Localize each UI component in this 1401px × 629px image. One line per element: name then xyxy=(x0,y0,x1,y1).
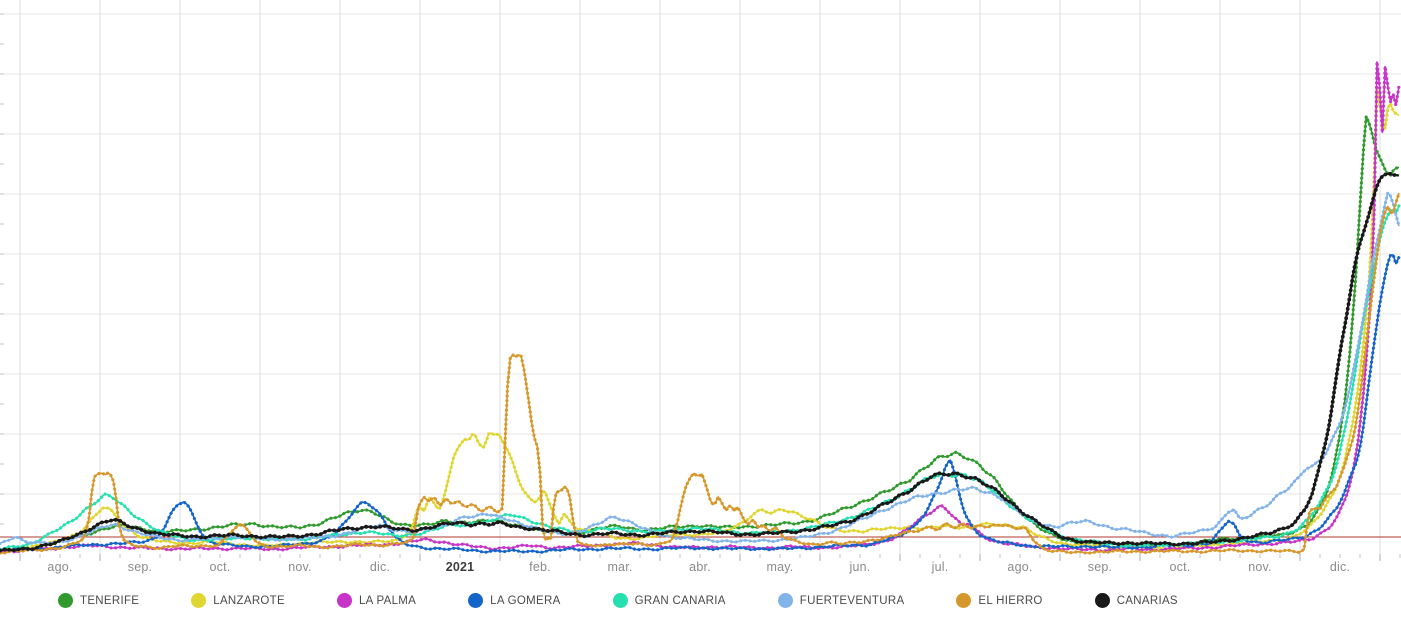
legend-color-dot xyxy=(1094,593,1110,608)
legend-item-label: TENERIFE xyxy=(80,594,140,607)
legend-item-label: CANARIAS xyxy=(1116,594,1178,607)
legend-color-dot xyxy=(336,593,352,608)
legend-item-label: FUERTEVENTURA xyxy=(799,594,905,607)
x-axis-label: ago. xyxy=(47,560,73,574)
legend-color-dot xyxy=(777,593,793,608)
series-line-lanzarote xyxy=(0,86,1400,551)
x-axis-label: jul. xyxy=(931,560,949,574)
x-axis-label: jun. xyxy=(849,560,871,574)
x-axis-label: feb. xyxy=(529,560,551,574)
legend-item-la-gomera: LA GOMERA xyxy=(468,593,560,608)
x-axis-label: ago. xyxy=(1007,560,1033,574)
x-axis-label: oct. xyxy=(209,560,231,574)
legend-color-dot xyxy=(612,593,628,608)
legend-item-label: EL HIERRO xyxy=(978,594,1043,607)
x-axis-label: dic. xyxy=(1329,560,1351,574)
chart-canvas[interactable] xyxy=(0,0,1401,578)
legend-item-gran-canaria: GRAN CANARIA xyxy=(612,593,726,608)
x-axis-label: sep. xyxy=(127,560,153,574)
series-line-tenerife xyxy=(0,115,1400,552)
series-points-tenerife xyxy=(0,115,1401,553)
x-axis-label: nov. xyxy=(288,560,312,574)
x-axis-label: oct. xyxy=(1169,560,1191,574)
series-points-la-palma xyxy=(0,61,1401,554)
x-axis-label: nov. xyxy=(1248,560,1272,574)
legend-color-dot xyxy=(191,593,207,608)
series-points-la-gomera xyxy=(0,253,1401,554)
legend-color-dot xyxy=(468,593,484,608)
legend-color-dot xyxy=(58,593,73,608)
series-points-fuerteventura xyxy=(0,189,1401,546)
legend-color-dot xyxy=(956,593,972,608)
legend-item-tenerife: TENERIFE xyxy=(58,593,139,608)
legend-item-label: LANZAROTE xyxy=(213,594,285,607)
legend: TENERIFE LANZAROTE LA PALMA LA GOMERA GRAN C… xyxy=(58,593,1178,608)
series-line-gran-canaria xyxy=(0,205,1400,551)
legend-item-la-palma: LA PALMA xyxy=(336,593,417,608)
x-axis-label: dic. xyxy=(369,560,391,574)
series-line-el-hierro xyxy=(0,192,1400,554)
legend-item-lanzarote: LANZAROTE xyxy=(191,593,285,608)
x-axis-label: sep. xyxy=(1087,560,1113,574)
series-points-lanzarote xyxy=(0,87,1401,552)
x-axis-label: mar. xyxy=(607,560,633,574)
legend-item-label: GRAN CANARIA xyxy=(634,594,726,607)
legend-item-canarias: CANARIAS xyxy=(1094,593,1178,608)
x-axis-label: 2021 xyxy=(445,560,475,574)
series-line-fuerteventura xyxy=(0,192,1400,545)
series-points-gran-canaria xyxy=(0,204,1401,552)
legend-item-label: LA GOMERA xyxy=(490,594,561,607)
x-axis-label: abr. xyxy=(689,560,711,574)
legend-item-fuerteventura: FUERTEVENTURA xyxy=(777,593,905,608)
series-line-la-palma xyxy=(0,61,1400,553)
series-points-canarias xyxy=(0,171,1401,553)
x-axis-label: may. xyxy=(766,560,794,574)
x-axis-labels: ago. sep. oct. nov. dic. 2021 feb. mar. abr. may.… xyxy=(0,560,1401,580)
legend-item-el-hierro: EL HIERRO xyxy=(956,593,1042,608)
series-line-la-gomera xyxy=(0,254,1400,554)
legend-item-label: LA PALMA xyxy=(358,594,417,607)
series-points-el-hierro xyxy=(0,191,1401,555)
